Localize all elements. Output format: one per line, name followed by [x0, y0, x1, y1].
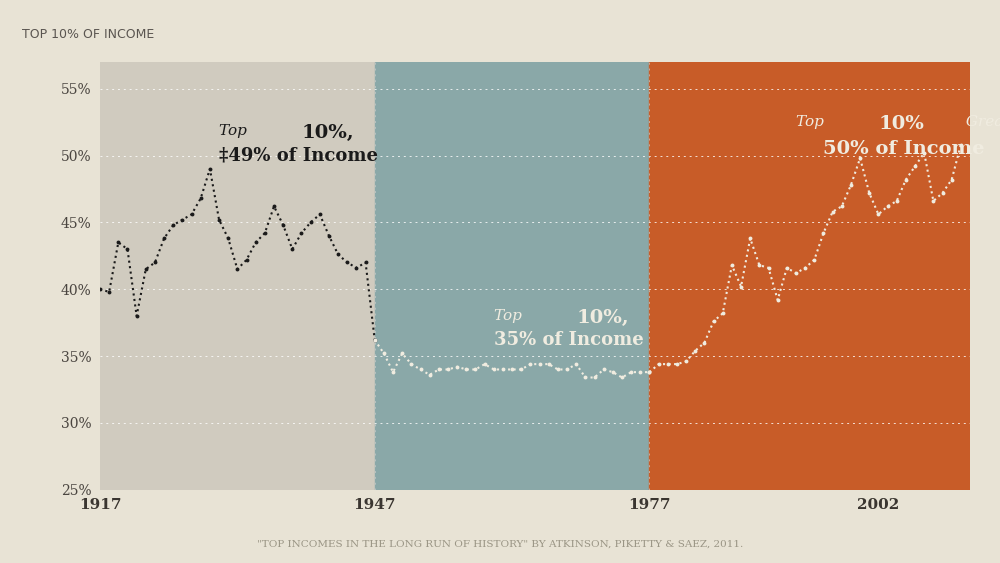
Text: 10%: 10%	[878, 115, 924, 133]
Bar	[649, 62, 970, 490]
Text: 10%,: 10%,	[576, 309, 629, 327]
Text: ‡49% of Income: ‡49% of Income	[219, 147, 378, 165]
Text: "TOP INCOMES IN THE LONG RUN OF HISTORY" BY ATKINSON, PIKETTY & SAEZ, 2011.: "TOP INCOMES IN THE LONG RUN OF HISTORY"…	[257, 540, 743, 549]
Text: Greater than: Greater than	[961, 115, 1000, 129]
Text: Top: Top	[796, 115, 829, 129]
Bar	[375, 62, 649, 490]
Text: 35% of Income: 35% of Income	[494, 332, 644, 350]
Text: 50% of Income: 50% of Income	[823, 140, 985, 158]
Text: 10%,: 10%,	[301, 124, 354, 142]
Bar	[100, 62, 375, 490]
Text: Top: Top	[219, 124, 252, 138]
Text: TOP 10% OF INCOME: TOP 10% OF INCOME	[22, 28, 154, 41]
Text: Top: Top	[494, 309, 527, 323]
